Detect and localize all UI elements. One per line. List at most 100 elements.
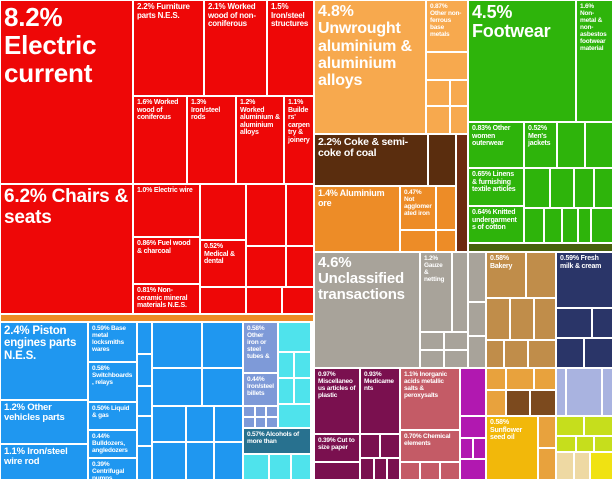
cell-label: 0.81% Non-ceramic mineral materials N.E.… [137, 287, 188, 310]
cell-label: 0.57% Alcohols of more than [247, 431, 299, 446]
cell-unwrought-aluminium-alloys: 4.8% Unwrought aluminium & aluminium all… [314, 0, 426, 134]
cell-non-metal-non-asbestos-footwear-material: 1.6% Non-metal & non-asbestos footwear m… [576, 0, 613, 122]
treemap-cell [387, 458, 400, 480]
treemap-cell [576, 436, 594, 452]
treemap-cell [590, 452, 613, 480]
treemap-cell [137, 446, 152, 480]
treemap-cell [486, 298, 510, 340]
treemap-cell [444, 350, 468, 368]
cell-iron-steel-structures: 1.5% Iron/steel structures [267, 0, 314, 96]
treemap-cell [534, 298, 556, 340]
cell-label: 0.83% Other women outerwear [472, 125, 511, 148]
treemap-cell [456, 134, 468, 252]
cell-label: 1.4% Aluminium ore [318, 188, 385, 208]
treemap-cell [506, 390, 530, 416]
treemap-cell [152, 442, 186, 480]
cell-label: 0.93% Medicaments [364, 371, 394, 393]
cell-label: 0.58% Sunflower seed oil [490, 419, 523, 442]
treemap-cell [255, 417, 266, 428]
cell-worked-wood-non-coniferous: 2.1% Worked wood of non-coniferous [204, 0, 267, 96]
treemap-cell [574, 168, 594, 208]
treemap-cell [360, 458, 374, 480]
cell-unclassified-transactions: 4.6% Unclassified transactions [314, 252, 420, 368]
cell-label: 0.52% Men's jackets [528, 125, 551, 148]
cell-fuel-wood-charcoal: 0.86% Fuel wood & charcoal [133, 237, 200, 284]
cell-label: 1.1% Builders' carpentry & joinery [288, 99, 310, 144]
cell-label: 1.2% Gauze & netting [424, 255, 445, 284]
cell-label: 2.4% Piston engines parts N.E.S. [4, 325, 77, 362]
treemap-cell [550, 168, 574, 208]
treemap-cell [468, 302, 486, 336]
treemap-cell [450, 106, 468, 134]
cell-medical-dental: 0.52% Medical & dental [200, 240, 246, 287]
cell-label: 0.58% Other iron or steel tubes & [247, 325, 270, 361]
treemap-cell [202, 368, 243, 406]
treemap-cell [556, 368, 566, 416]
treemap-cell [202, 322, 243, 368]
treemap-cell [269, 454, 291, 480]
treemap-cell [460, 368, 486, 416]
cell-gauze-netting: 1.2% Gauze & netting [420, 252, 452, 332]
treemap-cell [594, 436, 613, 452]
cell-label: 1.6% Non-metal & non-asbestos footwear m… [580, 3, 607, 53]
cell-label: 1.6% Worked wood of coniferous [137, 99, 179, 122]
treemap-cell [0, 314, 314, 322]
treemap-cell [486, 368, 506, 390]
treemap-cell [556, 436, 576, 452]
treemap-cell [243, 406, 255, 417]
cell-label: 0.64% Knitted undergarments of cotton [472, 209, 517, 232]
cell-worked-wood-coniferous: 1.6% Worked wood of coniferous [133, 96, 187, 184]
treemap-cell [510, 298, 534, 340]
cell-piston-engines-parts: 2.4% Piston engines parts N.E.S. [0, 322, 88, 400]
treemap-cell [400, 462, 420, 480]
treemap-cell [534, 368, 556, 390]
cell-label: 0.52% Medical & dental [204, 243, 235, 266]
treemap-cell [592, 308, 613, 338]
treemap-cell [506, 368, 534, 390]
treemap-cell [440, 462, 460, 480]
treemap-cell [538, 448, 556, 480]
treemap-cell [420, 350, 444, 368]
cell-label: 6.2% Chairs & seats [4, 186, 129, 228]
cell-medicaments: 0.93% Medicaments [360, 368, 400, 434]
treemap-cell [584, 338, 613, 368]
treemap-cell [278, 322, 311, 352]
cell-other-iron-steel-tubes: 0.58% Other iron or steel tubes & [243, 322, 278, 373]
treemap-cell [200, 287, 246, 314]
cell-switchboards-relays: 0.58% Switchboards, relays [88, 362, 137, 402]
treemap-cell [243, 454, 269, 480]
treemap-cell [278, 378, 294, 404]
treemap-cell [214, 442, 243, 480]
treemap-cell [460, 416, 486, 438]
cell-liquid-gas: 0.50% Liquid & gas [88, 402, 137, 430]
cell-label: 0.65% Linens & furnishing textile articl… [472, 171, 516, 194]
cell-label: 1.0% Electric wire [137, 187, 193, 194]
cell-label: 1.3% Iron/steel rods [191, 99, 221, 122]
cell-label: 1.1% Iron/steel wire rod [4, 446, 68, 468]
treemap-cell [420, 332, 444, 350]
cell-mens-jackets: 0.52% Men's jackets [524, 122, 557, 168]
cell-linens-furnishing-textile-articles: 0.65% Linens & furnishing textile articl… [468, 168, 524, 206]
treemap-cell [544, 208, 562, 243]
treemap-cell [152, 368, 202, 406]
treemap-cell [380, 434, 400, 458]
cell-miscellaneous-articles-of-plastic: 0.97% Miscellaneous articles of plastic [314, 368, 360, 434]
treemap-cell [556, 416, 584, 436]
cell-label: 2.2% Coke & semi-coke of coal [318, 136, 408, 160]
cell-fresh-milk-cream: 0.59% Fresh milk & cream [556, 252, 613, 308]
cell-not-agglomerated-iron: 0.47% Not agglomerated iron [400, 186, 436, 230]
treemap-cell [450, 80, 468, 106]
treemap-cell [137, 386, 152, 416]
treemap-cell [266, 406, 278, 417]
cell-label: 1.1% Inorganic acids metallic salts & pe… [404, 371, 448, 400]
cell-chairs-seats: 6.2% Chairs & seats [0, 184, 133, 314]
treemap-cell [243, 417, 255, 428]
treemap-cell [452, 252, 468, 332]
treemap-cell [137, 354, 152, 386]
treemap-cell [286, 246, 314, 287]
treemap-cell [426, 80, 450, 106]
treemap-cell [255, 406, 266, 417]
treemap-cell [504, 340, 528, 368]
treemap-cell [214, 406, 243, 442]
treemap-cell [278, 404, 311, 428]
